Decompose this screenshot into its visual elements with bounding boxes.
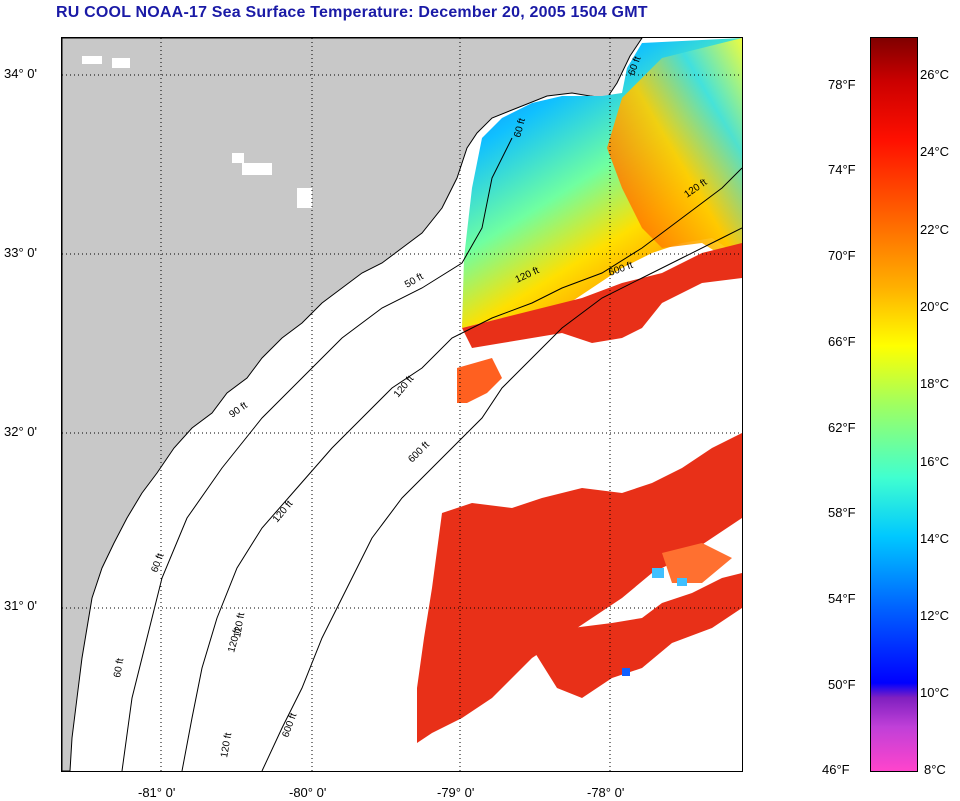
sst-map: 60 ft 60 ft 120 ft 120 ft 600 ft 50 ft 9…	[61, 37, 743, 772]
colorbar-f-label: 50°F	[828, 677, 856, 692]
sst-cool-spots	[622, 568, 687, 676]
sst-map-canvas: 60 ft 60 ft 120 ft 120 ft 600 ft 50 ft 9…	[62, 38, 742, 771]
lon-label-80: -80° 0'	[289, 785, 327, 800]
colorbar-f-label: 58°F	[828, 505, 856, 520]
colorbar-f-label: 46°F	[822, 762, 850, 777]
colorbar-f-label: 74°F	[828, 162, 856, 177]
isobath-label: 60 ft	[112, 657, 126, 678]
lon-label-78: -78° 0'	[587, 785, 625, 800]
map-title: RU COOL NOAA-17 Sea Surface Temperature:…	[56, 4, 648, 21]
temperature-colorbar	[870, 37, 918, 772]
colorbar-c-label: 10°C	[920, 685, 950, 700]
isobath-contours	[121, 137, 742, 771]
lat-label-32: 32° 0'	[4, 424, 37, 439]
isobath-label: 60 ft	[512, 117, 528, 139]
sst-warm-patches	[417, 243, 742, 743]
inland-lakes	[82, 56, 312, 698]
lat-label-33: 33° 0'	[4, 245, 37, 260]
lon-label-81: -81° 0'	[138, 785, 176, 800]
colorbar-f-label: 62°F	[828, 420, 856, 435]
lon-label-79: -79° 0'	[437, 785, 475, 800]
isobath-label: 90 ft	[227, 400, 249, 420]
isobath-label: 120 ft	[219, 732, 234, 759]
colorbar-c-label: 8°C	[924, 762, 946, 777]
colorbar-c-label: 12°C	[920, 608, 950, 623]
colorbar-c-label: 16°C	[920, 454, 950, 469]
lat-lon-grid	[62, 38, 742, 771]
colorbar-c-label: 20°C	[920, 299, 950, 314]
isobath-label: 600 ft	[280, 712, 299, 739]
isobath-label: 120 ft	[392, 374, 417, 400]
colorbar-c-label: 22°C	[920, 222, 950, 237]
sst-northeast-region	[607, 38, 742, 268]
colorbar-c-label: 26°C	[920, 67, 950, 82]
isobath-label: 120 ft	[232, 612, 247, 639]
colorbar-f-label: 66°F	[828, 334, 856, 349]
isobath-label: 600 ft	[406, 439, 432, 465]
colorbar-c-label: 14°C	[920, 531, 950, 546]
colorbar-f-label: 70°F	[828, 248, 856, 263]
colorbar-c-label: 24°C	[920, 144, 950, 159]
colorbar-c-label: 18°C	[920, 376, 950, 391]
isobath-label: 120 ft	[271, 499, 296, 525]
lat-label-34: 34° 0'	[4, 66, 37, 81]
isobath-label: 60 ft	[149, 552, 166, 574]
lat-label-31: 31° 0'	[4, 598, 37, 613]
colorbar-f-label: 78°F	[828, 77, 856, 92]
colorbar-f-label: 54°F	[828, 591, 856, 606]
